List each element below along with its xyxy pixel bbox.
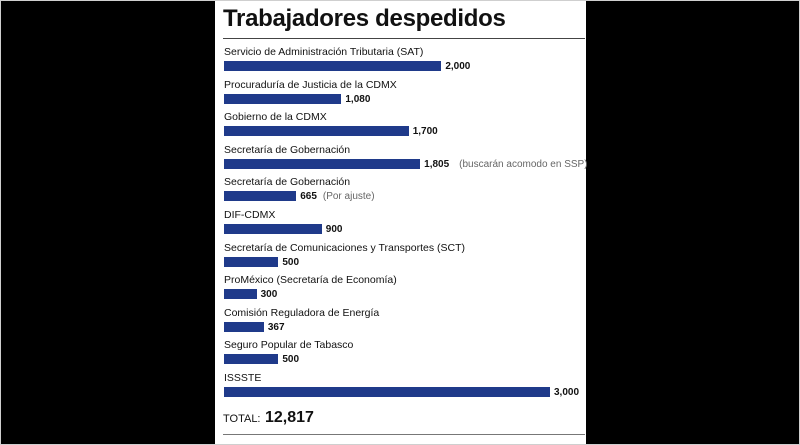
- category-label: Secretaría de Comunicaciones y Transport…: [224, 241, 466, 254]
- category-label: Gobierno de la CDMX: [224, 111, 327, 124]
- value-label: 1,080: [345, 93, 371, 105]
- category-label: Servicio de Administración Tributaria (S…: [224, 46, 424, 58]
- value-label: 500: [282, 354, 300, 366]
- bar: [224, 126, 409, 137]
- total-summary: TOTAL: 12,817: [223, 409, 314, 427]
- category-label: ProMéxico (Secretaría de Economía): [224, 274, 397, 287]
- bar: [224, 158, 421, 169]
- value-label: 1,805: [424, 158, 450, 170]
- value-label: 3,000: [554, 387, 580, 398]
- bar: [224, 289, 257, 300]
- bar: [224, 93, 342, 104]
- bar: [224, 191, 297, 202]
- title-divider: [223, 38, 585, 39]
- category-label: Seguro Popular de Tabasco: [224, 339, 354, 352]
- category-label: Secretaría de Gobernación: [224, 176, 351, 189]
- bar: [224, 256, 279, 267]
- value-label: 900: [325, 224, 343, 235]
- bar: [224, 354, 279, 365]
- annotation-label: (buscarán acomodo en SSP): [459, 158, 588, 170]
- chart-panel: [215, 1, 586, 444]
- bar: [224, 387, 550, 397]
- bar: [224, 224, 322, 234]
- category-label: DIF-CDMX: [224, 209, 276, 221]
- bar: [224, 321, 264, 332]
- value-label: 500: [282, 256, 300, 268]
- total-label: TOTAL:: [223, 413, 261, 425]
- total-value: 12,817: [264, 409, 314, 426]
- value-label: 665: [300, 191, 317, 203]
- value-label: 2,000: [445, 61, 471, 72]
- category-label: ISSSTE: [224, 372, 262, 384]
- value-label: 300: [260, 289, 278, 301]
- annotation-label: (Por ajuste): [322, 191, 375, 203]
- chart-title: Trabajadores despedidos: [223, 5, 506, 32]
- bar: [224, 61, 442, 71]
- category-label: Secretaría de Gobernación: [224, 143, 351, 156]
- bottom-divider: [223, 434, 585, 435]
- value-label: 367: [267, 321, 285, 333]
- category-label: Procuraduría de Justicia de la CDMX: [224, 78, 397, 91]
- value-label: 1,700: [412, 126, 438, 138]
- category-label: Comisión Reguladora de Energía: [224, 306, 380, 319]
